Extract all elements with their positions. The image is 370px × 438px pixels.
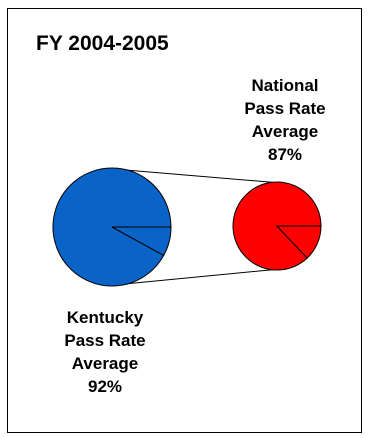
kentucky-label-line-3: Average	[71, 354, 139, 373]
national-label-line-1: National	[251, 76, 319, 95]
national-label: National Pass Rate Average 87%	[230, 74, 340, 166]
kentucky-label-line-1: Kentucky	[66, 308, 144, 327]
connector-line-top	[113, 168, 276, 183]
chart-frame	[7, 8, 362, 433]
national-pie	[232, 181, 322, 271]
connector-line-bottom	[113, 269, 276, 286]
national-label-line-4: 87%	[267, 145, 303, 164]
national-label-line-3: Average	[251, 122, 319, 141]
kentucky-pie-remainder-slice	[111, 226, 172, 257]
kentucky-label: Kentucky Pass Rate Average 92%	[40, 306, 170, 398]
national-pie-remainder-slice	[275, 225, 322, 259]
chart-title: FY 2004-2005	[36, 32, 169, 55]
kentucky-label-line-4: 92%	[87, 377, 123, 396]
national-label-line-2: Pass Rate	[244, 99, 326, 118]
kentucky-label-line-2: Pass Rate	[64, 331, 146, 350]
kentucky-pie	[52, 167, 172, 287]
